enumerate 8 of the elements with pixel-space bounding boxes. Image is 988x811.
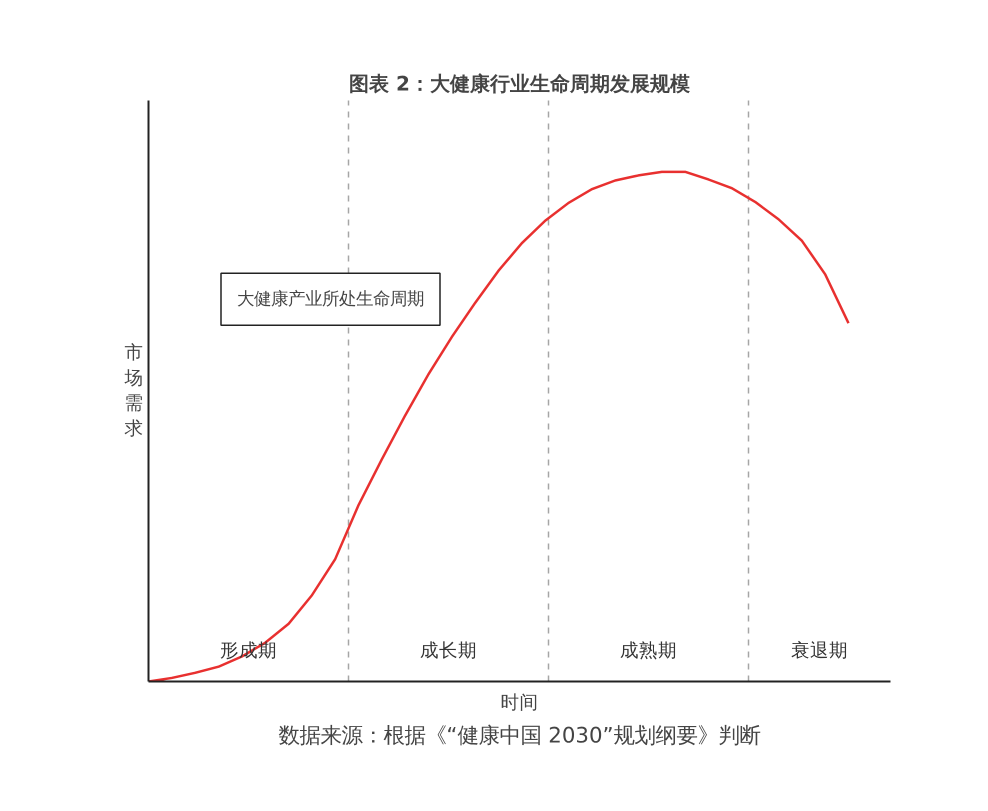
x-axis-title: 时间: [500, 692, 538, 714]
y-axis-title: 市场需求: [124, 342, 144, 440]
annotation: 衰退期: [791, 639, 848, 662]
source-note: 数据来源：根据《“健康中国 2030”规划纲要》判断: [278, 724, 761, 748]
annotation: 大健康产业所处生命周期: [237, 289, 424, 310]
annotation: 成长期: [420, 640, 477, 662]
chart-title: 图表 2：大健康行业生命周期发展规模: [349, 72, 690, 96]
annotation: 成熟期: [620, 640, 677, 662]
